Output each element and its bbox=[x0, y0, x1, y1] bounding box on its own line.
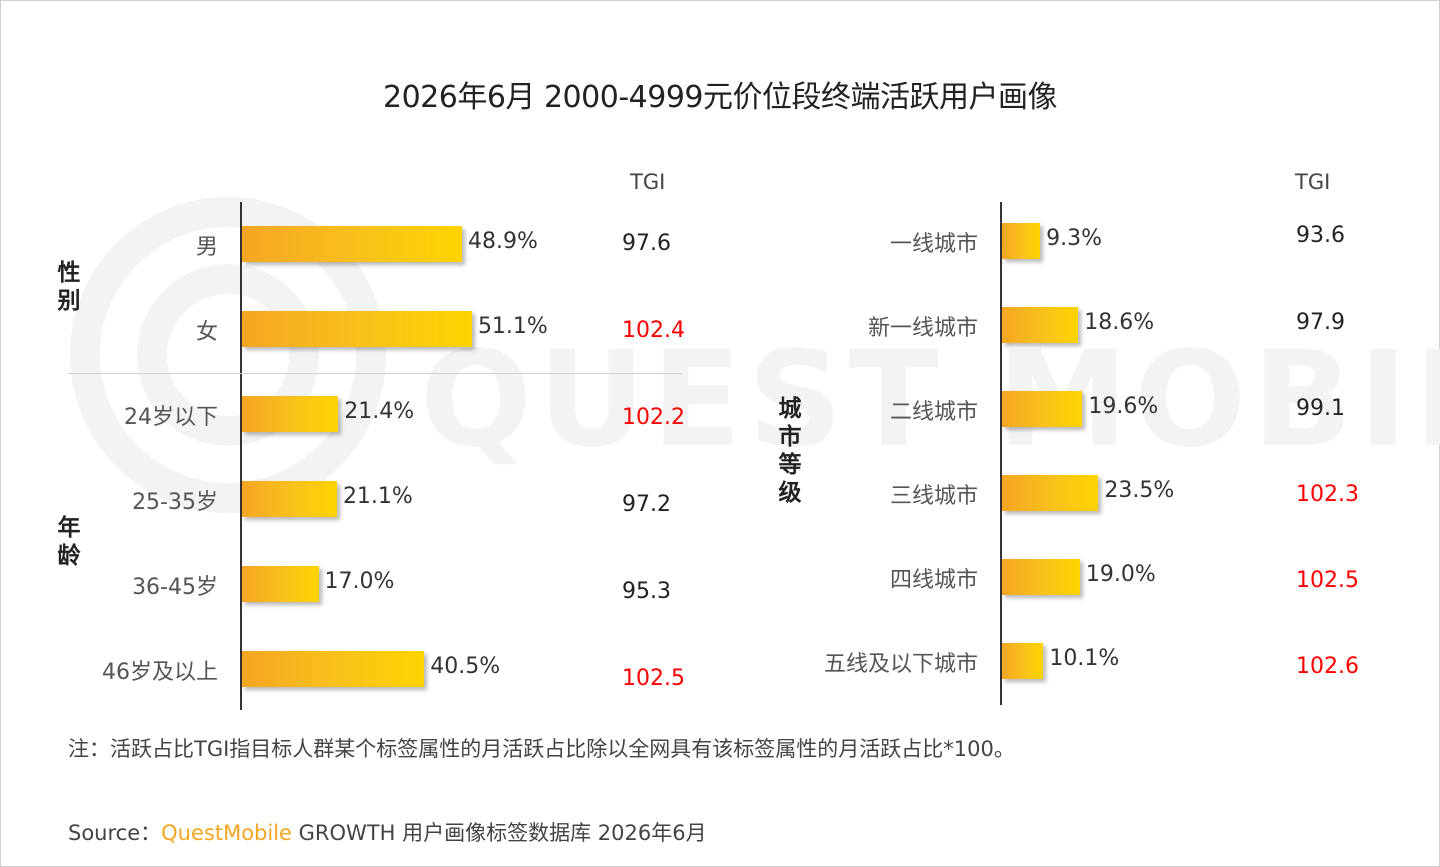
bar bbox=[1002, 559, 1080, 595]
bar-value-label: 21.4% bbox=[344, 399, 415, 424]
category-label: 36-45岁 bbox=[132, 575, 218, 600]
tgi-value: 102.5 bbox=[1296, 568, 1359, 593]
group-label-char: 别 bbox=[57, 287, 81, 314]
bar bbox=[1002, 391, 1083, 427]
group-label-char: 年 bbox=[57, 514, 81, 541]
footnote: 注：活跃占比TGI指目标人群某个标签属性的月活跃占比除以全网具有该标签属性的月活… bbox=[68, 737, 1015, 761]
group-label-char: 市 bbox=[778, 424, 802, 450]
category-axis-line bbox=[1000, 202, 1002, 705]
bar-value-label: 19.6% bbox=[1088, 394, 1159, 419]
bar-value-label: 19.0% bbox=[1085, 562, 1156, 587]
tgi-value: 97.2 bbox=[622, 492, 671, 517]
bar-value-label: 9.3% bbox=[1046, 226, 1103, 251]
category-label: 新一线城市 bbox=[867, 316, 978, 341]
group-separator bbox=[68, 372, 682, 374]
bar-value-label: 18.6% bbox=[1084, 310, 1155, 335]
bar bbox=[242, 481, 337, 517]
bar bbox=[242, 311, 472, 347]
tgi-value: 95.3 bbox=[622, 579, 671, 604]
tgi-value: 97.6 bbox=[622, 231, 671, 256]
bar-value-label: 51.1% bbox=[477, 314, 548, 339]
chart-title: 2026年6月 2000-4999元价位段终端活跃用户画像 bbox=[383, 80, 1058, 115]
source-text: GROWTH 用户画像标签数据库 2026年6月 bbox=[291, 821, 707, 845]
group-label-char: 级 bbox=[778, 480, 802, 506]
bar-value-label: 10.1% bbox=[1049, 646, 1120, 671]
bar bbox=[1002, 223, 1041, 259]
tgi-header: TGI bbox=[1295, 170, 1331, 194]
category-label: 男 bbox=[195, 235, 218, 260]
bar-value-label: 23.5% bbox=[1104, 478, 1175, 503]
category-axis-line bbox=[240, 202, 242, 710]
category-label: 一线城市 bbox=[889, 232, 978, 257]
bar bbox=[242, 566, 319, 602]
category-label: 二线城市 bbox=[889, 400, 978, 425]
group-label-char: 城 bbox=[778, 396, 802, 422]
bar bbox=[1002, 643, 1044, 679]
group-label-char: 等 bbox=[778, 452, 802, 478]
bar bbox=[242, 651, 425, 687]
bar-value-label: 17.0% bbox=[324, 569, 395, 594]
tgi-header: TGI bbox=[630, 170, 666, 194]
tgi-value: 97.9 bbox=[1296, 310, 1345, 335]
bar bbox=[242, 226, 463, 262]
group-label: 城市等级 bbox=[775, 395, 805, 507]
group-label-char: 龄 bbox=[57, 542, 81, 569]
group-label: 年龄 bbox=[54, 514, 84, 570]
source-brand: QuestMobile bbox=[161, 821, 292, 845]
tgi-value: 102.5 bbox=[622, 666, 685, 691]
tgi-value: 102.4 bbox=[622, 318, 685, 343]
category-label: 三线城市 bbox=[889, 484, 978, 509]
bar-value-label: 40.5% bbox=[430, 654, 501, 679]
bar bbox=[242, 396, 339, 432]
bar-value-label: 48.9% bbox=[468, 229, 538, 254]
category-label: 女 bbox=[195, 320, 218, 345]
tgi-value: 102.3 bbox=[1296, 482, 1359, 507]
group-label: 性别 bbox=[54, 259, 84, 315]
group-label-char: 性 bbox=[57, 259, 81, 286]
category-label: 四线城市 bbox=[889, 568, 978, 593]
category-label: 25-35岁 bbox=[132, 490, 218, 515]
bar bbox=[1002, 475, 1099, 511]
bar bbox=[1002, 307, 1079, 343]
category-label: 五线及以下城市 bbox=[823, 652, 978, 677]
tgi-value: 102.6 bbox=[1296, 654, 1359, 679]
tgi-value: 99.1 bbox=[1296, 396, 1345, 421]
source-line: Source：QuestMobile GROWTH 用户画像标签数据库 2026… bbox=[68, 817, 707, 847]
category-label: 46岁及以上 bbox=[102, 660, 218, 685]
category-label: 24岁以下 bbox=[124, 405, 218, 430]
bar-value-label: 21.1% bbox=[342, 484, 413, 509]
source-label: Source： bbox=[68, 821, 162, 845]
tgi-value: 102.2 bbox=[622, 405, 685, 430]
tgi-value: 93.6 bbox=[1296, 223, 1345, 248]
